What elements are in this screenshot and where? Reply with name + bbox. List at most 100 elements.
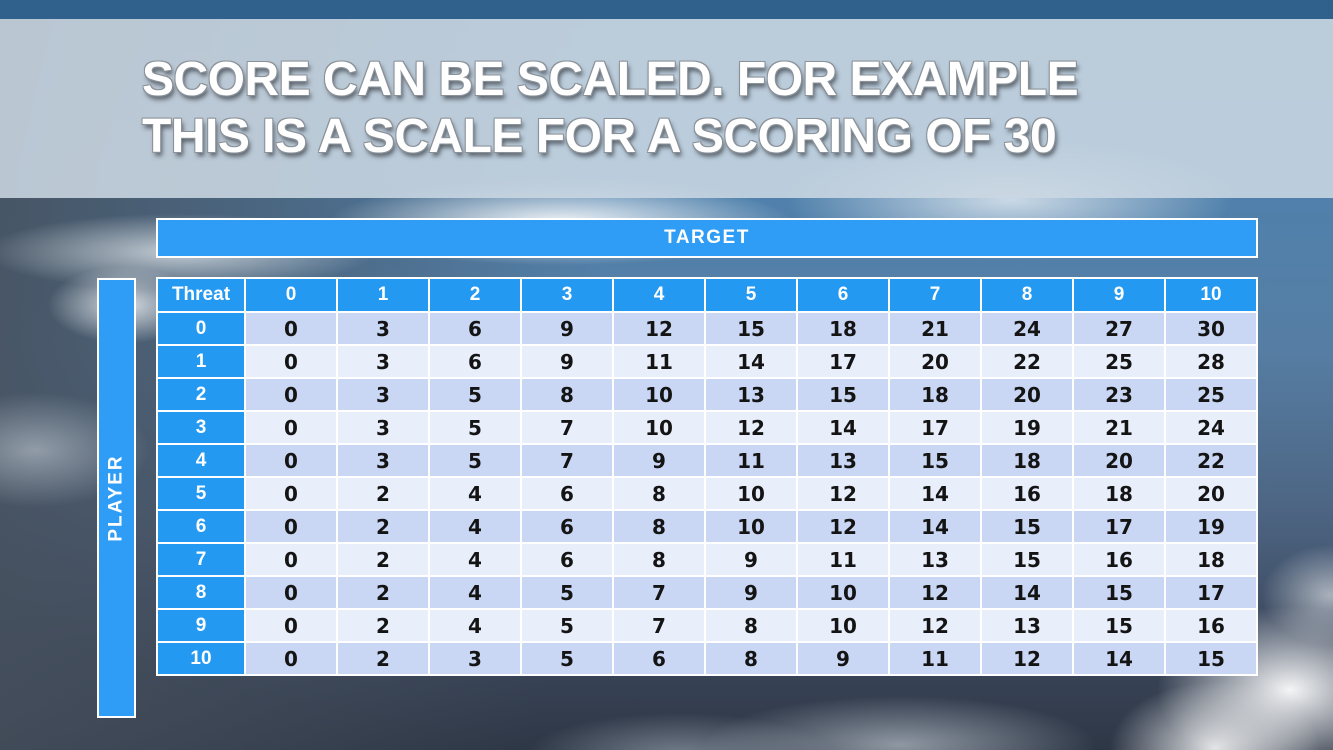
cell-player9-target9: 15 [1072,608,1166,643]
matrix-row-2: 2 0 3 5 8 10 13 15 18 20 23 25 [156,377,1258,412]
matrix-row-5: 5 0 2 4 6 8 10 12 14 16 18 20 [156,476,1258,511]
cell-player9-target0: 0 [244,608,338,643]
cell-player0-target0: 0 [244,311,338,346]
cell-player5-target4: 8 [612,476,706,511]
cell-player2-target7: 18 [888,377,982,412]
cell-player2-target10: 25 [1164,377,1258,412]
col-header-7: 7 [888,277,982,313]
cell-player10-target8: 12 [980,641,1074,676]
cell-player7-target0: 0 [244,542,338,577]
cell-player8-target6: 10 [796,575,890,610]
cell-player6-target1: 2 [336,509,430,544]
matrix-header-row: Threat 0 1 2 3 4 5 6 7 8 9 10 [156,277,1258,313]
cell-player9-target10: 16 [1164,608,1258,643]
cell-player5-target10: 20 [1164,476,1258,511]
cell-player3-target5: 12 [704,410,798,445]
cell-player7-target1: 2 [336,542,430,577]
cell-player1-target4: 11 [612,344,706,379]
cell-player10-target3: 5 [520,641,614,676]
cell-player4-target10: 22 [1164,443,1258,478]
cell-player6-target10: 19 [1164,509,1258,544]
col-header-9: 9 [1072,277,1166,313]
cell-player7-target8: 15 [980,542,1074,577]
cell-player2-target2: 5 [428,377,522,412]
cell-player4-target8: 18 [980,443,1074,478]
cell-player10-target7: 11 [888,641,982,676]
cell-player0-target5: 15 [704,311,798,346]
cell-player1-target2: 6 [428,344,522,379]
cell-player8-target10: 17 [1164,575,1258,610]
row-header-2: 2 [156,377,246,412]
cell-player7-target3: 6 [520,542,614,577]
cell-player3-target10: 24 [1164,410,1258,445]
cell-player10-target10: 15 [1164,641,1258,676]
cell-player1-target6: 17 [796,344,890,379]
cell-player2-target8: 20 [980,377,1074,412]
cell-player0-target4: 12 [612,311,706,346]
cell-player4-target3: 7 [520,443,614,478]
matrix-row-1: 1 0 3 6 9 11 14 17 20 22 25 28 [156,344,1258,379]
title-line-2: THIS IS A SCALE FOR A SCORING OF 30 [142,110,1057,163]
cell-player3-target6: 14 [796,410,890,445]
cell-player1-target9: 25 [1072,344,1166,379]
cell-player9-target8: 13 [980,608,1074,643]
cell-player6-target3: 6 [520,509,614,544]
target-axis-label: TARGET [156,218,1258,258]
col-header-3: 3 [520,277,614,313]
player-axis-label: PLAYER [105,454,127,542]
cell-player1-target5: 14 [704,344,798,379]
cell-player4-target5: 11 [704,443,798,478]
col-header-0: 0 [244,277,338,313]
cell-player2-target4: 10 [612,377,706,412]
cell-player0-target3: 9 [520,311,614,346]
cell-player9-target7: 12 [888,608,982,643]
cell-player7-target7: 13 [888,542,982,577]
cell-player3-target8: 19 [980,410,1074,445]
cell-player9-target3: 5 [520,608,614,643]
cell-player6-target7: 14 [888,509,982,544]
cell-player4-target9: 20 [1072,443,1166,478]
col-header-8: 8 [980,277,1074,313]
matrix-row-9: 9 0 2 4 5 7 8 10 12 13 15 16 [156,608,1258,643]
row-header-7: 7 [156,542,246,577]
col-header-2: 2 [428,277,522,313]
cell-player5-target0: 0 [244,476,338,511]
cell-player8-target9: 15 [1072,575,1166,610]
cell-player4-target2: 5 [428,443,522,478]
cell-player4-target4: 9 [612,443,706,478]
cell-player4-target1: 3 [336,443,430,478]
cell-player3-target9: 21 [1072,410,1166,445]
matrix-body: 0 0 3 6 9 12 15 18 21 24 27 30 1 0 3 6 9 11 14 17 20 22 25 28 2 0… [156,311,1258,676]
cell-player0-target2: 6 [428,311,522,346]
cell-player2-target0: 0 [244,377,338,412]
cell-player5-target5: 10 [704,476,798,511]
cell-player2-target5: 13 [704,377,798,412]
cell-player10-target6: 9 [796,641,890,676]
cell-player1-target3: 9 [520,344,614,379]
col-header-1: 1 [336,277,430,313]
cell-player9-target1: 2 [336,608,430,643]
cell-player10-target4: 6 [612,641,706,676]
row-header-9: 9 [156,608,246,643]
cell-player1-target0: 0 [244,344,338,379]
matrix-row-10: 10 0 2 3 5 6 8 9 11 12 14 15 [156,641,1258,676]
row-header-5: 5 [156,476,246,511]
row-header-3: 3 [156,410,246,445]
cell-player2-target9: 23 [1072,377,1166,412]
row-header-0: 0 [156,311,246,346]
col-header-5: 5 [704,277,798,313]
matrix-row-6: 6 0 2 4 6 8 10 12 14 15 17 19 [156,509,1258,544]
cell-player6-target4: 8 [612,509,706,544]
cell-player5-target7: 14 [888,476,982,511]
matrix-corner-threat-label: Threat [156,277,246,313]
cell-player4-target6: 13 [796,443,890,478]
cell-player10-target1: 2 [336,641,430,676]
cell-player10-target5: 8 [704,641,798,676]
cell-player8-target7: 12 [888,575,982,610]
cell-player6-target0: 0 [244,509,338,544]
cell-player3-target4: 10 [612,410,706,445]
cell-player0-target6: 18 [796,311,890,346]
cell-player6-target9: 17 [1072,509,1166,544]
title-line-1: SCORE CAN BE SCALED. FOR EXAMPLE [142,53,1079,106]
